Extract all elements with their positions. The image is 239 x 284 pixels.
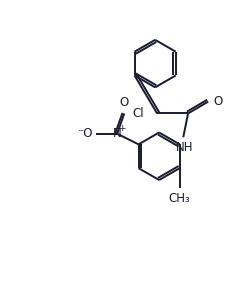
Text: NH: NH [176, 141, 193, 154]
Text: O: O [120, 96, 129, 109]
Text: +: + [118, 124, 125, 133]
Text: CH₃: CH₃ [169, 192, 190, 205]
Text: Cl: Cl [132, 107, 144, 120]
Text: ⁻O: ⁻O [77, 127, 92, 140]
Text: O: O [213, 95, 223, 108]
Text: N: N [113, 127, 122, 140]
